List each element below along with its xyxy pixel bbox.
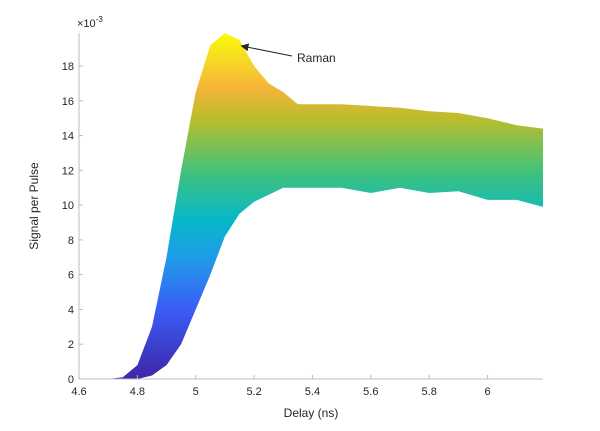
signal-band	[79, 33, 543, 379]
x-axis-label: Delay (ns)	[284, 406, 339, 420]
annotation-raman: Raman	[297, 51, 336, 65]
y-tick-label: 14	[62, 131, 74, 143]
y-tick-label: 0	[68, 374, 74, 386]
y-exponent-label: ×10-3	[77, 15, 103, 30]
y-tick-label: 16	[62, 96, 74, 108]
y-tick-label: 2	[68, 339, 74, 351]
x-tick-label: 5.2	[246, 386, 261, 398]
x-tick-label: 5.8	[422, 386, 437, 398]
annotation-arrow	[240, 43, 293, 57]
y-exponent-power: -3	[96, 15, 104, 24]
y-tick-label: 18	[62, 61, 74, 73]
y-tick-label: 10	[62, 200, 74, 212]
y-tick-label: 8	[68, 235, 74, 247]
y-axis-label: Signal per Pulse	[27, 162, 41, 250]
y-tick-label: 6	[68, 270, 74, 282]
axes: 4.6 4.8 5 5.2 5.4 5.6 5.8 6 0 2 4 6 8 10 12 14 16 18	[62, 33, 543, 398]
y-exponent-base: ×10	[77, 18, 96, 30]
x-tick-label: 5	[193, 386, 199, 398]
y-tick-label: 4	[68, 304, 74, 316]
x-tick-label: 5.6	[363, 386, 378, 398]
x-tick-label: 4.6	[71, 386, 86, 398]
x-tick-label: 5.4	[305, 386, 320, 398]
y-tick-label: 12	[62, 165, 74, 177]
x-tick-label: 4.8	[130, 386, 145, 398]
x-tick-label: 6	[484, 386, 490, 398]
